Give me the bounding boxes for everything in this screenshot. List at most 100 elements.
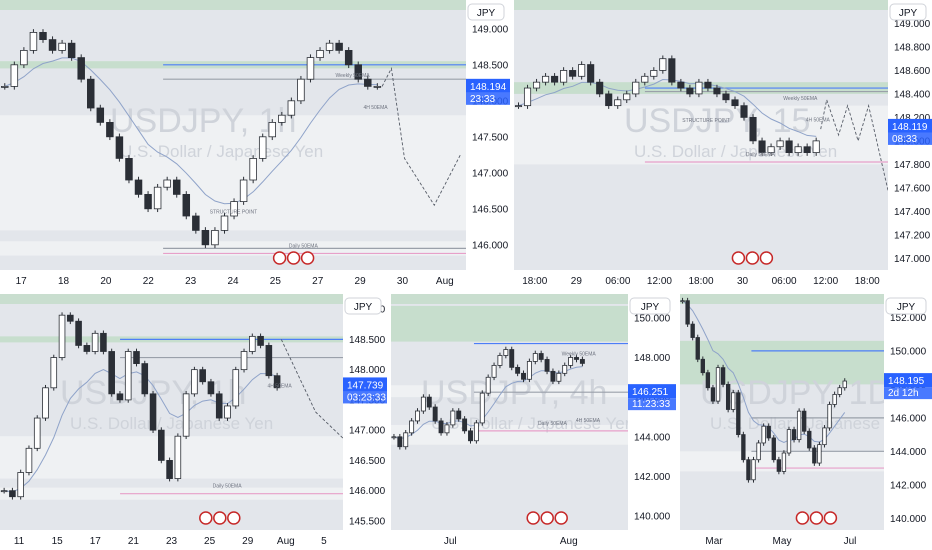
candle-body (174, 435, 182, 479)
candle-body (802, 410, 807, 432)
zone-band (391, 424, 628, 445)
candle-body (316, 50, 324, 59)
currency-badge[interactable] (629, 297, 671, 315)
lightning-icon[interactable] (272, 251, 287, 265)
candle-body (614, 99, 622, 107)
time-tick-label: Aug (277, 536, 295, 547)
us-flag-icon[interactable] (286, 251, 301, 265)
projection-path (820, 98, 896, 224)
time-axis[interactable] (391, 530, 676, 550)
candle-body (265, 345, 273, 377)
chart-canvas[interactable]: USDJPY, 1h U.S. Dollar / Japanese Yen STRU… (0, 0, 510, 290)
candle-body (722, 93, 730, 101)
price-axis[interactable] (888, 0, 932, 290)
chart-canvas[interactable]: USDJPY, 1DU.S. Dollar / Japanese Yen152.… (680, 294, 932, 550)
price-tick-label: 148.000 (349, 365, 386, 376)
us-flag-icon[interactable] (300, 251, 315, 265)
countdown-tag (628, 398, 676, 411)
candle-body (432, 406, 438, 422)
lightning-icon[interactable] (731, 251, 746, 265)
candle-body (239, 179, 248, 203)
price-tick-label: 149.000 (894, 19, 931, 30)
time-tick-label: 17 (90, 536, 102, 547)
candle-body (685, 300, 690, 325)
currency-badge[interactable] (467, 3, 505, 21)
time-axis[interactable] (0, 270, 510, 290)
us-flag-icon[interactable] (745, 251, 760, 265)
ema-4h-label: 4H 50EMA (268, 384, 293, 390)
candle-body (106, 122, 114, 138)
candle-body (650, 70, 658, 77)
currency-label: JPY (641, 302, 660, 313)
price-tick-label: 146.000 (472, 240, 509, 251)
candle-body (207, 381, 215, 395)
candle-body (695, 81, 703, 95)
candle-body (144, 193, 152, 210)
price-axis[interactable] (628, 294, 676, 550)
candle-body (668, 58, 676, 83)
structure-point-label: STRUCTURE POINT (210, 209, 258, 215)
chart-usdjpy-1d[interactable]: USDJPY, 1D U.S. Dollar / Japanese Yen 152.… (680, 294, 932, 550)
candle-body (766, 425, 771, 439)
time-axis[interactable] (680, 530, 932, 550)
currency-label: JPY (899, 8, 918, 19)
us-flag-icon[interactable] (540, 511, 554, 525)
lightning-icon[interactable] (795, 511, 810, 525)
candle-body (450, 410, 456, 426)
price-axis[interactable] (466, 0, 510, 290)
candle-body (287, 100, 296, 116)
time-tick-label: 18 (58, 276, 70, 287)
candle-body (785, 140, 793, 154)
currency-badge[interactable] (885, 297, 927, 315)
candle-body (232, 369, 240, 407)
chart-usdjpy-15m[interactable]: USDJPY, 15 U.S. Dollar / Japanese Yen STRU… (514, 0, 932, 290)
countdown-tag (466, 92, 510, 105)
currency-label: JPY (477, 8, 496, 19)
candle-body (761, 425, 766, 444)
candle-body (415, 410, 420, 422)
candle-body (100, 332, 107, 352)
candle-body (514, 105, 523, 108)
candle-body (680, 300, 685, 303)
us-flag-icon[interactable] (823, 511, 838, 525)
time-axis[interactable] (0, 530, 387, 550)
candle-body (796, 410, 802, 441)
candle-body (182, 193, 191, 217)
chart-usdjpy-1h-b[interactable]: USDJPY, 1h U.S. Dollar / Japanese Yen 4H 5… (0, 294, 387, 550)
us-flag-icon[interactable] (809, 511, 824, 525)
candle-body (325, 42, 334, 51)
chart-usdjpy-1h-a[interactable]: USDJPY, 1h U.S. Dollar / Japanese Yen STRU… (0, 0, 510, 290)
candle-body (690, 323, 695, 338)
currency-badge[interactable] (889, 3, 927, 21)
candle-body (837, 387, 842, 395)
candle-body (211, 229, 219, 246)
lightning-icon[interactable] (199, 511, 213, 525)
watermark-symbol: USDJPY, 4h (421, 374, 607, 412)
countdown-tag (884, 387, 932, 400)
current-price-label: 148.195 (888, 376, 925, 387)
candle-body (736, 392, 741, 435)
lightning-icon[interactable] (526, 511, 540, 525)
candle-body (249, 157, 257, 181)
currency-badge[interactable] (344, 297, 382, 315)
chart-usdjpy-4h[interactable]: USDJPY, 4h U.S. Dollar / Japanese Yen 4H 5… (391, 294, 676, 550)
price-tick-label: 145.500 (349, 516, 386, 527)
candle-body (149, 393, 157, 431)
us-flag-icon[interactable] (227, 511, 241, 525)
candle-body (542, 75, 550, 83)
time-tick-label: 23 (166, 536, 178, 547)
price-tick-label: 140.000 (890, 514, 927, 525)
candle-body (116, 393, 124, 401)
price-axis[interactable] (884, 294, 932, 550)
chart-canvas[interactable]: USDJPY, 15U.S. Dollar / Japanese YenSTRU… (514, 0, 932, 290)
time-axis[interactable] (514, 270, 932, 290)
us-flag-icon[interactable] (213, 511, 227, 525)
us-flag-icon[interactable] (554, 511, 568, 525)
watermark-symbol: USDJPY, 1h (110, 102, 296, 140)
candle-body (391, 436, 397, 439)
price-axis[interactable] (343, 294, 387, 550)
us-flag-icon[interactable] (759, 251, 774, 265)
candle-body (473, 422, 479, 442)
